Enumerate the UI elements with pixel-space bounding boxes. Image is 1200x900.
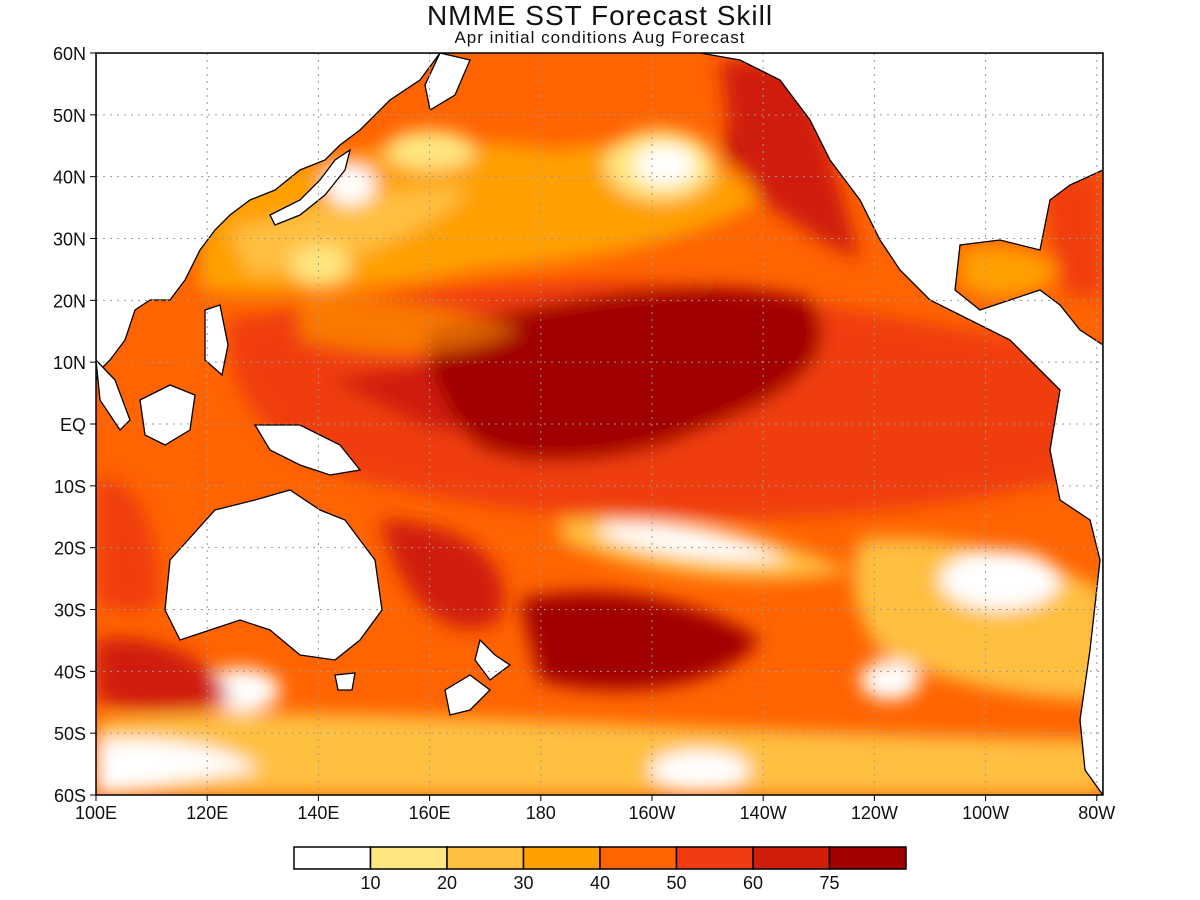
- colorbar-swatch: [369, 846, 448, 870]
- colorbar-label: 75: [819, 873, 839, 893]
- philippines: [204, 304, 229, 377]
- australia: [164, 489, 383, 661]
- colorbar-swatch: [828, 846, 907, 870]
- tasmania: [334, 672, 356, 691]
- lon-label: 160W: [628, 803, 675, 823]
- lat-label: 60N: [53, 44, 86, 64]
- colorbar-label: 60: [743, 873, 763, 893]
- lon-label: 180: [526, 803, 556, 823]
- sumatra: [96, 359, 131, 432]
- borneo: [139, 384, 196, 446]
- lat-label: 10S: [54, 477, 86, 497]
- lat-label: EQ: [60, 415, 86, 435]
- colorbar-label: 50: [666, 873, 686, 893]
- new-zealand-south: [444, 674, 491, 716]
- lat-label: 40N: [53, 168, 86, 188]
- lat-labels: 60N 50N 40N 30N 20N 10N EQ 10S 20S 30S 40S 50S 60S: [53, 44, 86, 806]
- gridlines: [96, 53, 1103, 795]
- lat-label: 30N: [53, 230, 86, 250]
- colorbar-swatch: [752, 846, 831, 870]
- colorbar-swatch: [599, 846, 678, 870]
- lon-label: 140E: [297, 803, 339, 823]
- new-zealand-north: [474, 638, 512, 681]
- new-guinea: [253, 424, 362, 476]
- skill-field: [96, 53, 1103, 795]
- lon-label: 140W: [740, 803, 787, 823]
- lon-labels: 100E 120E 140E 160E 180 160W 140W 120W 100W 80W: [75, 803, 1115, 823]
- lon-label: 120W: [851, 803, 898, 823]
- land: [96, 53, 1103, 795]
- colorbar-label: 10: [360, 873, 380, 893]
- colorbar-label: 40: [590, 873, 610, 893]
- japan: [269, 148, 352, 226]
- lat-label: 10N: [53, 353, 86, 373]
- lon-label: 100W: [962, 803, 1009, 823]
- colorbar-swatch: [293, 846, 372, 870]
- map-subtitle: Apr initial conditions Aug Forecast: [454, 28, 746, 47]
- lat-label: 50S: [54, 724, 86, 744]
- lat-label: 20N: [53, 291, 86, 311]
- lon-label: 120E: [186, 803, 228, 823]
- colorbar-swatch: [522, 846, 601, 870]
- colorbar-label: 20: [437, 873, 457, 893]
- lat-label: 60S: [54, 786, 86, 806]
- lat-label: 50N: [53, 106, 86, 126]
- asia-coast: [96, 53, 441, 381]
- lat-label: 30S: [54, 601, 86, 621]
- map-title: NMME SST Forecast Skill: [426, 0, 774, 31]
- colorbar-label: 30: [513, 873, 533, 893]
- lat-label: 20S: [54, 539, 86, 559]
- axis-ticks: [90, 52, 1098, 801]
- colorbar-swatch: [675, 846, 754, 870]
- lat-label: 40S: [54, 662, 86, 682]
- lon-label: 80W: [1078, 803, 1115, 823]
- lon-label: 100E: [75, 803, 117, 823]
- kamchatka: [424, 53, 471, 112]
- lon-label: 160E: [409, 803, 451, 823]
- colorbar: 10 20 30 40 50 60 75: [293, 846, 907, 893]
- colorbar-swatch: [446, 846, 525, 870]
- north-america: [699, 53, 1103, 795]
